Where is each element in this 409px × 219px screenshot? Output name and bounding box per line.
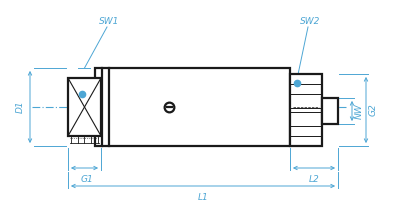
Text: G1: G1 <box>80 175 93 184</box>
Text: D1: D1 <box>16 101 25 113</box>
Text: G2: G2 <box>368 104 377 116</box>
Text: SW1: SW1 <box>99 18 119 26</box>
Bar <box>95 68 289 146</box>
Text: L2: L2 <box>308 175 319 184</box>
Text: L1: L1 <box>197 193 208 202</box>
Bar <box>68 78 101 136</box>
Text: NW: NW <box>354 103 363 119</box>
Bar <box>321 98 337 124</box>
Text: SW2: SW2 <box>299 18 319 26</box>
Bar <box>289 74 321 146</box>
